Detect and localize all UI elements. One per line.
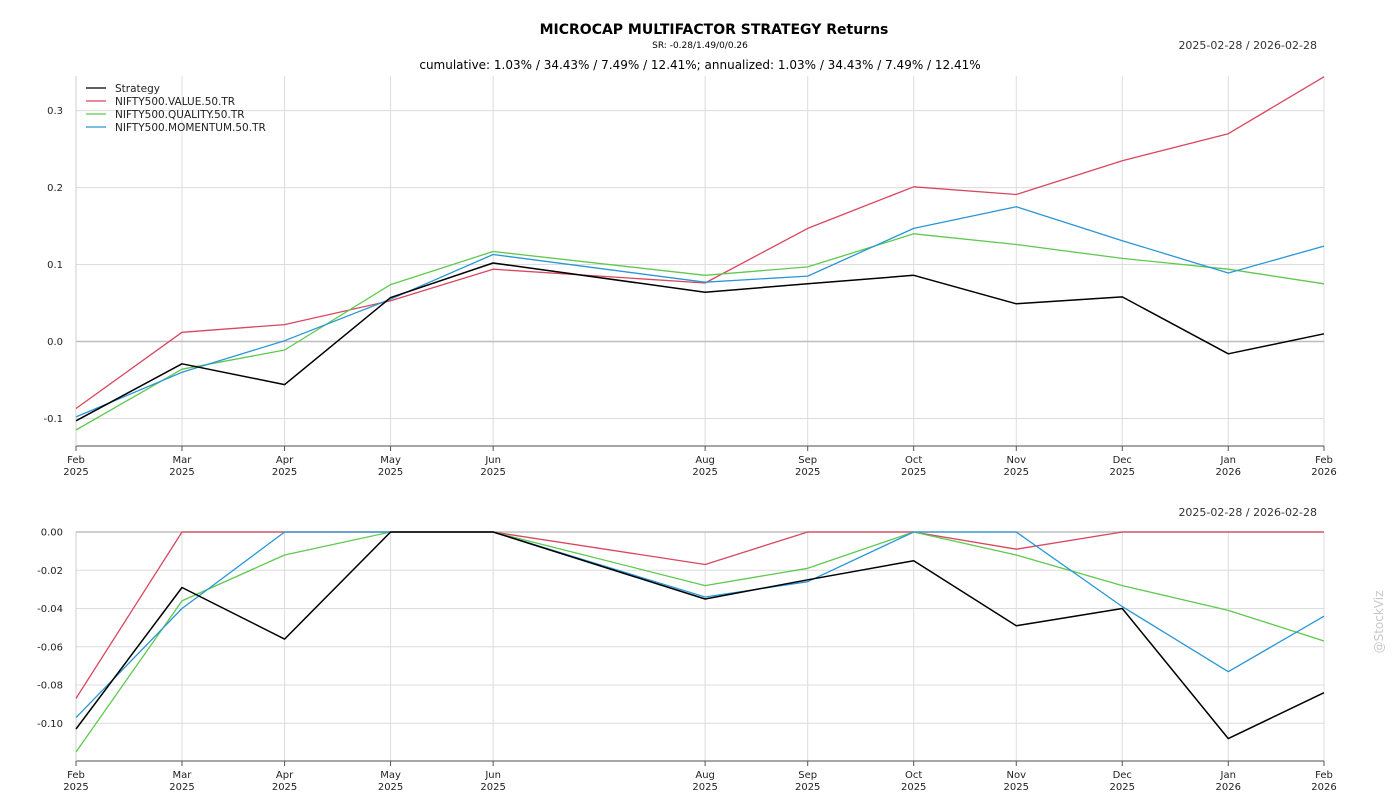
returns-x-tick-year: 2025 bbox=[901, 467, 926, 478]
returns-series-nifty500-value-50-tr bbox=[75, 76, 1325, 410]
returns-x-tick-year: 2025 bbox=[378, 467, 403, 478]
drawdown-x-tick-month: May bbox=[380, 770, 401, 781]
returns-x-tick-year: 2025 bbox=[272, 467, 297, 478]
returns-series-nifty500-momentum-50-tr bbox=[75, 206, 1325, 418]
legend-label-nifty500-momentum-50-tr: NIFTY500.MOMENTUM.50.TR bbox=[115, 122, 266, 134]
returns-x-tick-month: Jun bbox=[484, 455, 501, 466]
returns-series-strategy bbox=[75, 262, 1325, 422]
returns-x-tick-month: Mar bbox=[173, 455, 193, 466]
drawdown-x-tick-month: Dec bbox=[1113, 770, 1132, 781]
returns-y-tick-label: 0.2 bbox=[47, 183, 63, 194]
drawdown-x-tick-year: 2026 bbox=[1216, 782, 1241, 793]
returns-x-tick-month: Aug bbox=[695, 455, 715, 466]
returns-x-tick-month: Sep bbox=[798, 455, 817, 466]
drawdown-x-tick-month: Nov bbox=[1007, 770, 1027, 781]
returns-x-tick-year: 2025 bbox=[169, 467, 194, 478]
returns-y-tick-label: 0.1 bbox=[47, 260, 63, 271]
returns-x-tick-year: 2025 bbox=[63, 467, 88, 478]
returns-x-tick-year: 2026 bbox=[1216, 467, 1241, 478]
watermark: @StockViz bbox=[1372, 591, 1386, 654]
date-range-bottom: 2025-02-28 / 2026-02-28 bbox=[1178, 506, 1317, 519]
drawdown-series-nifty500-momentum-50-tr bbox=[75, 531, 1325, 719]
drawdown-x-tick-year: 2025 bbox=[480, 782, 505, 793]
sharpe-ratio-subtitle: SR: -0.28/1.49/0/0.26 bbox=[652, 41, 748, 51]
returns-x-tick-year: 2025 bbox=[480, 467, 505, 478]
drawdown-y-tick-label: 0.00 bbox=[41, 528, 63, 539]
drawdown-series-nifty500-quality-50-tr bbox=[75, 531, 1325, 753]
returns-panel: -0.10.00.10.20.3Feb2025Mar2025Apr2025May… bbox=[43, 76, 1337, 478]
legend-label-nifty500-value-50-tr: NIFTY500.VALUE.50.TR bbox=[115, 96, 235, 108]
returns-x-tick-month: Oct bbox=[905, 455, 922, 466]
drawdown-x-tick-month: Jun bbox=[484, 770, 501, 781]
returns-x-tick-month: Dec bbox=[1113, 455, 1132, 466]
returns-x-tick-month: Feb bbox=[67, 455, 85, 466]
returns-y-tick-label: -0.1 bbox=[43, 414, 63, 425]
drawdown-x-tick-month: Feb bbox=[67, 770, 85, 781]
drawdown-gridlines bbox=[75, 531, 1325, 761]
chart-title: MICROCAP MULTIFACTOR STRATEGY Returns bbox=[540, 22, 889, 38]
drawdown-x-tick-year: 2025 bbox=[272, 782, 297, 793]
date-range-top: 2025-02-28 / 2026-02-28 bbox=[1178, 39, 1317, 52]
drawdown-x-tick-month: Feb bbox=[1315, 770, 1333, 781]
drawdown-y-tick-label: -0.04 bbox=[37, 604, 63, 615]
returns-y-tick-label: 0.0 bbox=[47, 337, 63, 348]
returns-x-tick-month: Nov bbox=[1007, 455, 1027, 466]
returns-x-tick-month: Jan bbox=[1220, 455, 1236, 466]
drawdown-x-tick-year: 2025 bbox=[378, 782, 403, 793]
legend-label-nifty500-quality-50-tr: NIFTY500.QUALITY.50.TR bbox=[115, 109, 245, 121]
drawdown-x-tick-year: 2025 bbox=[1004, 782, 1029, 793]
legend-label-strategy: Strategy bbox=[115, 83, 160, 95]
returns-x-tick-year: 2025 bbox=[1004, 467, 1029, 478]
drawdown-x-tick-month: Apr bbox=[276, 770, 294, 781]
drawdown-x-tick-year: 2025 bbox=[169, 782, 194, 793]
drawdown-y-tick-label: -0.02 bbox=[37, 566, 63, 577]
drawdown-panel: -0.10-0.08-0.06-0.04-0.020.00Feb2025Mar2… bbox=[37, 528, 1337, 794]
returns-x-tick-month: May bbox=[380, 455, 401, 466]
legend: StrategyNIFTY500.VALUE.50.TRNIFTY500.QUA… bbox=[86, 83, 266, 134]
drawdown-x-tick-year: 2026 bbox=[1311, 782, 1336, 793]
drawdown-x-tick-month: Oct bbox=[905, 770, 922, 781]
drawdown-x-tick-year: 2025 bbox=[795, 782, 820, 793]
returns-x-tick-year: 2025 bbox=[795, 467, 820, 478]
returns-x-tick-month: Feb bbox=[1315, 455, 1333, 466]
drawdown-x-tick-month: Mar bbox=[173, 770, 193, 781]
drawdown-x-tick-year: 2025 bbox=[692, 782, 717, 793]
drawdown-x-tick-year: 2025 bbox=[63, 782, 88, 793]
drawdown-x-tick-month: Sep bbox=[798, 770, 817, 781]
returns-y-tick-label: 0.3 bbox=[47, 106, 63, 117]
drawdown-x-tick-year: 2025 bbox=[1110, 782, 1135, 793]
returns-series-nifty500-quality-50-tr bbox=[75, 233, 1325, 431]
returns-x-tick-month: Apr bbox=[276, 455, 294, 466]
drawdown-y-tick-label: -0.08 bbox=[37, 681, 63, 692]
drawdown-y-tick-label: -0.10 bbox=[37, 719, 63, 730]
cumulative-annualized-text: cumulative: 1.03% / 34.43% / 7.49% / 12.… bbox=[419, 58, 980, 72]
drawdown-x-tick-year: 2025 bbox=[901, 782, 926, 793]
drawdown-series-strategy bbox=[75, 531, 1325, 740]
returns-x-tick-year: 2025 bbox=[1110, 467, 1135, 478]
drawdown-x-tick-month: Jan bbox=[1220, 770, 1236, 781]
drawdown-series-nifty500-value-50-tr bbox=[75, 531, 1324, 699]
drawdown-x-tick-month: Aug bbox=[695, 770, 715, 781]
returns-x-tick-year: 2026 bbox=[1311, 467, 1336, 478]
drawdown-y-tick-label: -0.06 bbox=[37, 642, 63, 653]
returns-x-tick-year: 2025 bbox=[692, 467, 717, 478]
